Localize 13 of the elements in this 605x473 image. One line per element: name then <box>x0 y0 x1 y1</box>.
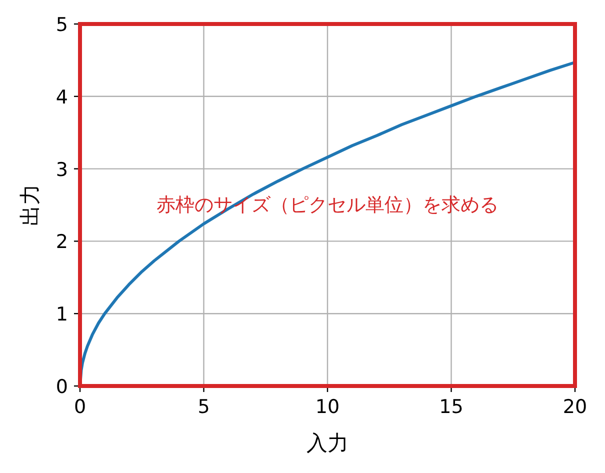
x-tick-label: 10 <box>315 396 340 418</box>
y-tick-label: 0 <box>56 376 68 398</box>
x-tick-label: 20 <box>562 396 588 418</box>
x-tick-label: 0 <box>74 396 86 418</box>
y-tick-label: 2 <box>56 231 68 254</box>
y-tick-label: 3 <box>56 158 68 181</box>
x-tick-label: 15 <box>439 396 464 418</box>
x-axis-title: 入力 <box>306 431 348 455</box>
y-tick-label: 4 <box>56 86 68 108</box>
y-axis-title: 出力 <box>18 184 42 226</box>
x-tick-label: 5 <box>198 396 210 418</box>
y-tick-label: 1 <box>56 304 68 326</box>
y-tick-label: 5 <box>56 14 68 36</box>
